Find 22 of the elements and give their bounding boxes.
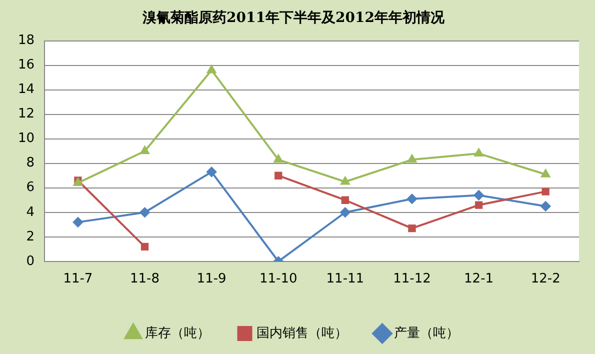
y-tick-label: 16 bbox=[18, 58, 35, 73]
y-tick-label: 2 bbox=[26, 229, 35, 244]
y-tick-label: 6 bbox=[26, 180, 35, 196]
y-tick-label: 12 bbox=[18, 106, 35, 122]
y-tick-label: 18 bbox=[18, 33, 35, 48]
x-tick-label: 11-10 bbox=[259, 272, 298, 287]
x-tick-label: 11-11 bbox=[326, 272, 364, 287]
y-tick-label: 14 bbox=[18, 82, 35, 98]
x-tick-label: 11-12 bbox=[393, 272, 431, 287]
legend-label: 国内销售（吨） bbox=[256, 326, 348, 341]
y-tick-label: 8 bbox=[26, 156, 35, 171]
x-tick-label: 11-7 bbox=[63, 272, 93, 287]
legend-label: 库存（吨） bbox=[144, 326, 210, 341]
x-tick-label: 11-9 bbox=[196, 272, 226, 287]
x-tick-label: 12-1 bbox=[464, 272, 494, 287]
legend-label: 产量（吨） bbox=[394, 326, 459, 341]
y-tick-label: 4 bbox=[26, 204, 35, 220]
x-tick-label: 12-2 bbox=[530, 272, 560, 287]
y-tick-label: 0 bbox=[26, 254, 35, 269]
y-tick-label: 10 bbox=[18, 131, 35, 146]
chart-title: 溴氰菊酯原药2011年下半年及2012年年初情况 bbox=[142, 9, 446, 26]
x-tick-label: 11-8 bbox=[130, 272, 160, 287]
